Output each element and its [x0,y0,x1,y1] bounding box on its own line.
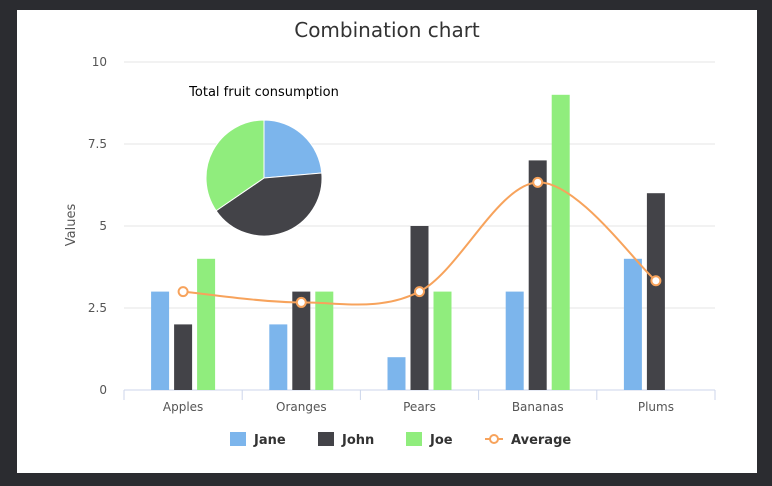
bar-john[interactable] [410,226,429,390]
average-point[interactable] [414,286,425,298]
bar-jane[interactable] [269,324,288,390]
legend-item-joe[interactable]: Joe [406,432,453,448]
bar-joe[interactable] [197,258,216,390]
legend-label: Average [511,433,571,448]
x-tick-label: Pears [403,400,436,414]
legend-swatch-marker [489,434,499,444]
x-tick-label: Plums [638,400,674,414]
chart-card: Combination chart 0 2.5 5 7.5 10 Values Appl… [17,10,757,473]
bar-jane[interactable] [623,258,642,390]
y-tick-label: 0 [99,383,107,397]
bar-jane[interactable] [151,291,170,390]
average-point[interactable] [177,286,189,298]
legend-item-jane[interactable]: Jane [230,432,286,448]
legend-label: Joe [429,433,453,448]
bar-john[interactable] [528,160,547,390]
legend-item-average[interactable]: Average [485,433,571,448]
legend[interactable]: Jane John Joe Average [230,432,571,448]
average-point[interactable] [650,275,662,287]
y-tick-label: 2.5 [88,301,107,315]
bar-john[interactable] [646,193,665,390]
y-tick-label: 5 [99,219,107,233]
pie-slice-joe[interactable] [205,119,265,212]
average-point[interactable] [532,176,544,188]
legend-label: John [341,433,374,448]
average-line[interactable] [183,181,657,306]
legend-swatch [318,432,334,446]
y-tick-label: 7.5 [88,137,107,151]
legend-swatch [406,432,422,446]
legend-item-john[interactable]: John [318,432,374,448]
legend-swatch [230,432,246,446]
x-tick-label: Apples [163,400,203,414]
average-point[interactable] [295,296,307,308]
bar-john[interactable] [292,291,311,390]
bar-joe[interactable] [315,291,334,390]
y-axis-label: Values [64,204,79,247]
pie-title: Total fruit consumption [188,85,339,100]
bar-john[interactable] [174,324,193,390]
combination-chart: Combination chart 0 2.5 5 7.5 10 Values Appl… [64,18,716,448]
bar-jane[interactable] [387,357,406,390]
x-tick-label: Bananas [512,400,564,414]
x-tick-label: Oranges [276,400,327,414]
x-axis: Apples Oranges Pears Bananas Plums [123,390,716,414]
pie-slice-jane[interactable] [263,119,323,179]
y-axis-ticks: 0 2.5 5 7.5 10 [88,55,107,397]
bar-joe[interactable] [551,94,570,391]
chart-title: Combination chart [294,18,480,42]
pie-slice-john[interactable] [215,172,323,237]
bar-jane[interactable] [505,291,524,390]
bar-series[interactable] [151,94,665,391]
pie-chart[interactable] [205,119,323,237]
bar-joe[interactable] [433,291,452,390]
legend-label: Jane [253,433,286,448]
y-tick-label: 10 [92,55,107,69]
average-spline-series[interactable] [177,176,662,308]
